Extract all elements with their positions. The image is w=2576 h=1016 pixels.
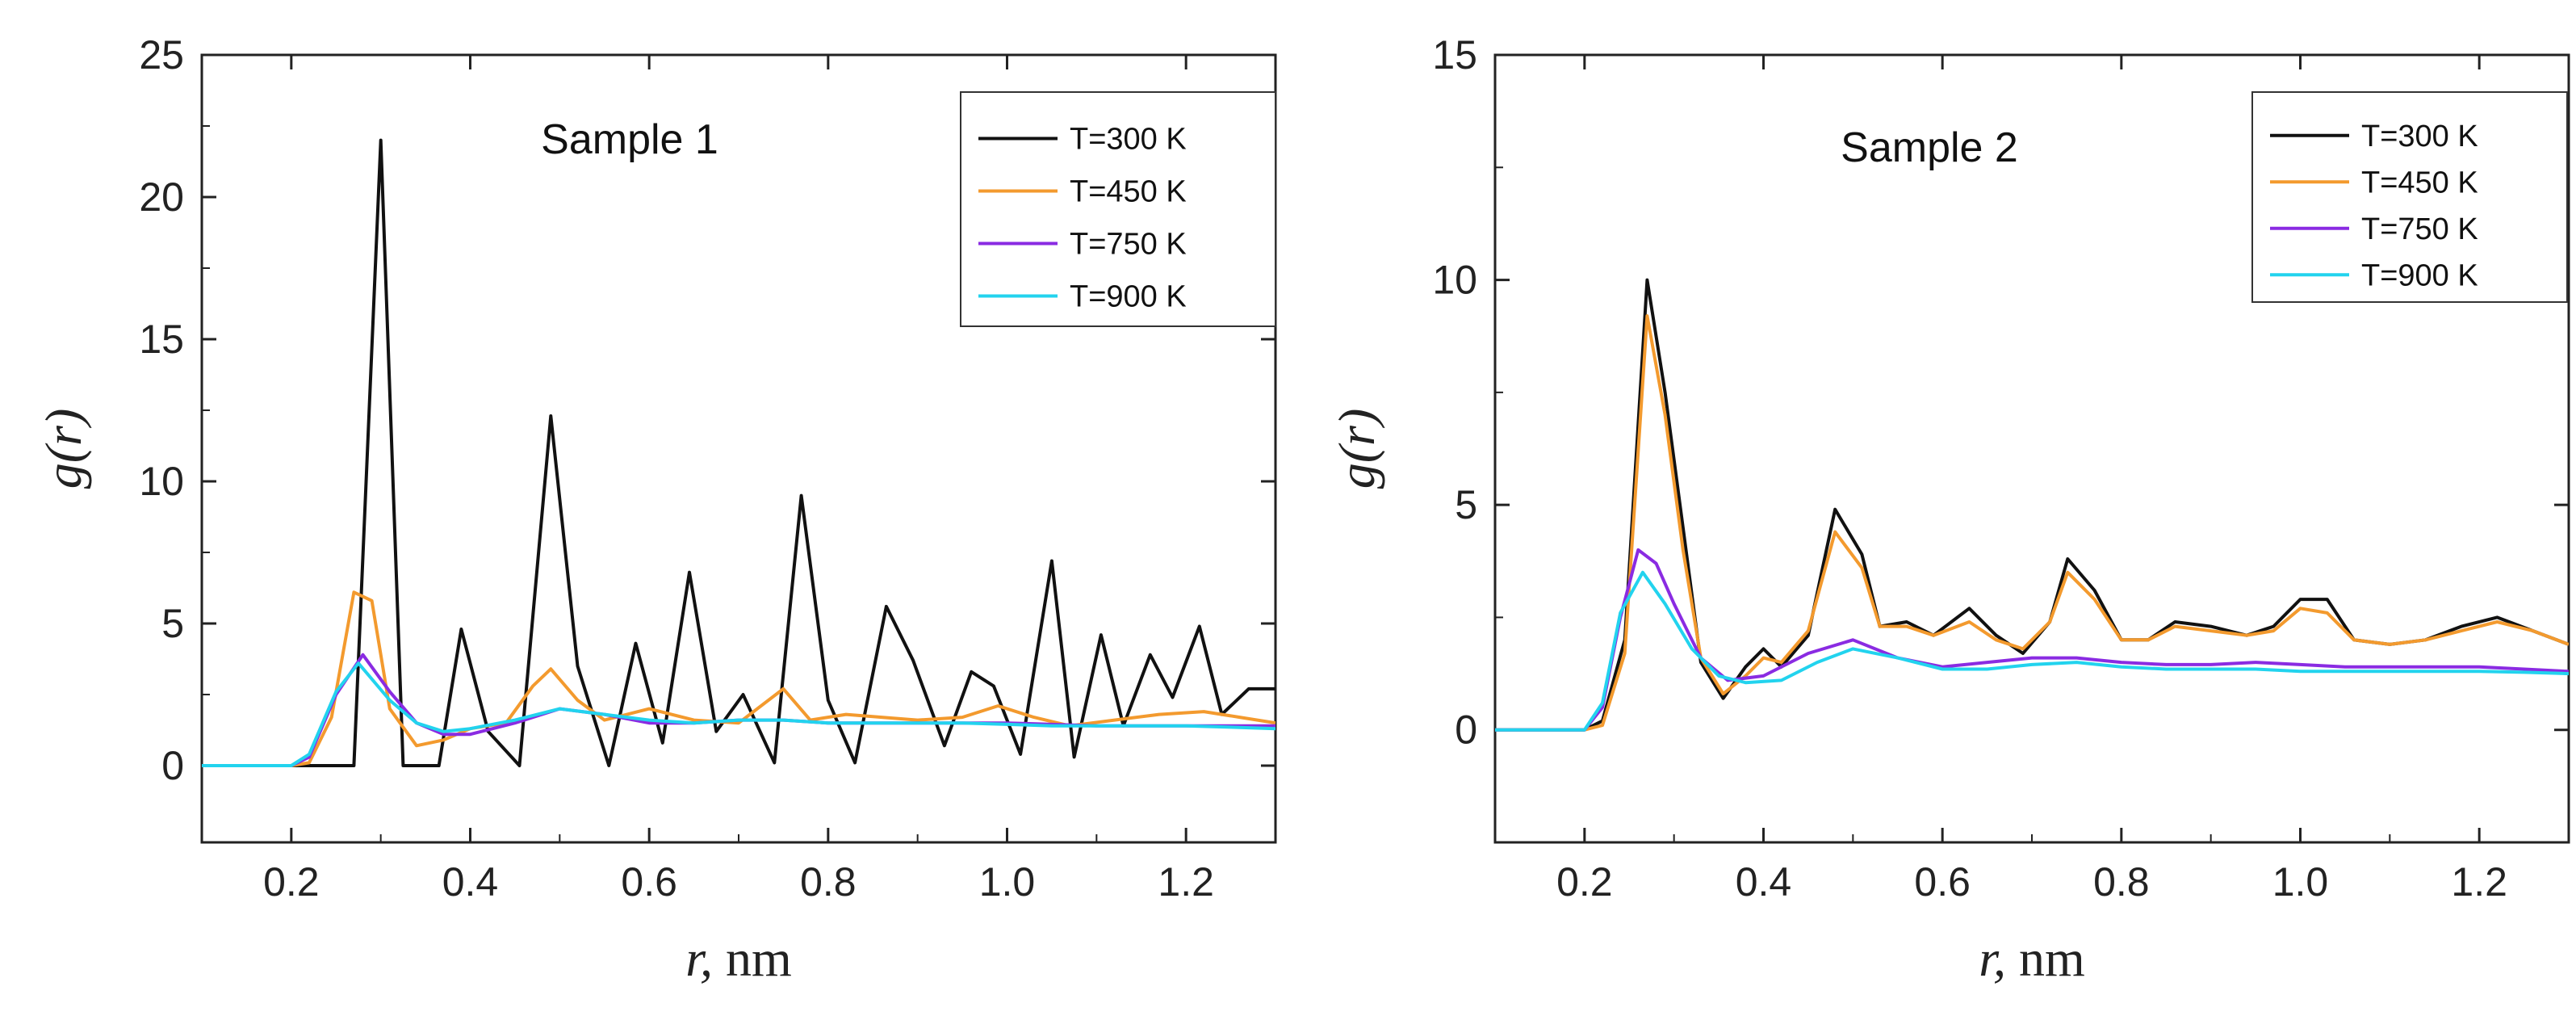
x-tick-label: 0.4 — [442, 859, 499, 905]
legend-label: T=900 K — [1070, 280, 1187, 314]
y-axis-label: g(r) — [35, 409, 92, 489]
x-axis-label: r, nm — [1979, 930, 2085, 987]
x-tick-label: 0.6 — [621, 859, 677, 905]
y-tick-label: 5 — [1455, 482, 1477, 527]
legend-label: T=300 K — [1070, 123, 1187, 157]
chart-title: Sample 2 — [1841, 124, 2018, 171]
legend-label: T=750 K — [2361, 212, 2478, 246]
series-line-t-300-k — [202, 138, 1275, 767]
legend-label: T=750 K — [1070, 228, 1187, 262]
x-tick-label: 0.6 — [1914, 859, 1971, 905]
x-axis-label: r, nm — [685, 930, 792, 987]
x-tick-label: 0.2 — [263, 859, 320, 905]
series-line-t-750-k — [202, 653, 1275, 767]
chart-panel-2: 0.2 0.4 0.6 0.8 1.0 1.2 0 5 10 15 g(r) r, nm Sample … — [1328, 32, 2570, 987]
legend-box — [960, 91, 1276, 327]
y-tick-label: 10 — [1432, 258, 1477, 303]
x-tick-label: 1.2 — [1158, 859, 1214, 905]
y-tick-label: 15 — [139, 317, 184, 362]
chart-title: Sample 1 — [541, 116, 718, 163]
y-tick-label: 15 — [1432, 32, 1477, 78]
series-group — [1495, 278, 2569, 732]
series-line-t-750-k — [1495, 548, 2569, 732]
series-line-t-900-k — [1495, 570, 2569, 732]
series-group — [202, 138, 1275, 767]
series-line-t-450-k — [202, 590, 1275, 767]
x-tick-label: 0.4 — [1736, 859, 1792, 905]
legend: T=300 K T=450 K T=750 K T=900 K — [2251, 91, 2568, 303]
y-axis-label: g(r) — [1328, 409, 1385, 489]
legend-label: T=450 K — [2361, 166, 2478, 199]
legend: T=300 K T=450 K T=750 K T=900 K — [960, 91, 1276, 327]
legend-box — [2251, 91, 2568, 303]
legend-label: T=900 K — [2361, 258, 2478, 292]
legend-label: T=300 K — [2361, 120, 2478, 153]
series-line-t-900-k — [202, 661, 1275, 767]
series-line-t-450-k — [1495, 314, 2569, 732]
x-tick-label: 1.0 — [2272, 859, 2329, 905]
y-tick-label: 25 — [139, 32, 184, 78]
series-line-t-300-k — [1495, 278, 2569, 732]
y-tick-label: 20 — [139, 174, 184, 220]
y-tick-label: 10 — [139, 459, 184, 504]
y-tick-label: 5 — [161, 601, 184, 646]
legend-label: T=450 K — [1070, 175, 1187, 209]
x-tick-label: 1.0 — [979, 859, 1036, 905]
x-tick-label: 0.2 — [1556, 859, 1613, 905]
y-tick-label: 0 — [1455, 707, 1477, 753]
chart-panel-1: 0.2 0.4 0.6 0.8 1.0 1.2 0 5 10 15 20 25 g(r) r, nm Sam… — [35, 32, 1277, 987]
x-tick-label: 0.8 — [2093, 859, 2150, 905]
x-tick-label: 1.2 — [2451, 859, 2507, 905]
x-tick-label: 0.8 — [800, 859, 857, 905]
y-tick-label: 0 — [161, 743, 184, 788]
